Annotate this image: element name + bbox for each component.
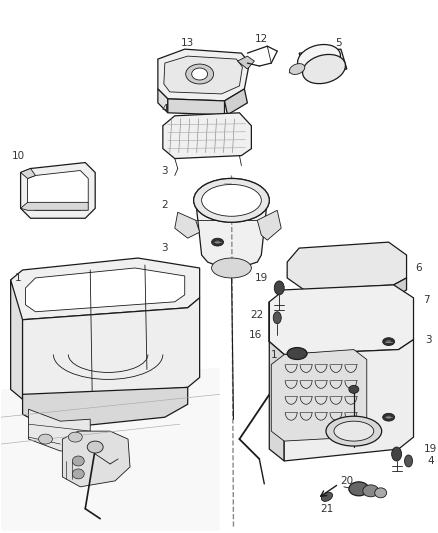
- Text: 22: 22: [251, 310, 264, 320]
- Polygon shape: [284, 340, 413, 461]
- Text: 5: 5: [336, 38, 342, 48]
- Ellipse shape: [201, 184, 261, 216]
- Ellipse shape: [334, 421, 374, 441]
- Polygon shape: [21, 203, 88, 211]
- Text: 4: 4: [162, 104, 168, 114]
- Polygon shape: [23, 298, 200, 399]
- Ellipse shape: [386, 415, 392, 419]
- Ellipse shape: [290, 63, 305, 75]
- Ellipse shape: [215, 240, 221, 244]
- Ellipse shape: [192, 68, 208, 80]
- Ellipse shape: [225, 181, 230, 185]
- Polygon shape: [1, 367, 219, 531]
- Polygon shape: [269, 285, 413, 354]
- Text: 2: 2: [254, 190, 261, 200]
- Polygon shape: [21, 163, 95, 218]
- Ellipse shape: [201, 184, 261, 216]
- Text: 2: 2: [162, 200, 168, 211]
- Polygon shape: [163, 113, 251, 159]
- Text: 6: 6: [415, 263, 422, 273]
- Ellipse shape: [194, 179, 269, 222]
- Ellipse shape: [383, 338, 395, 345]
- Polygon shape: [164, 56, 242, 94]
- Ellipse shape: [87, 441, 103, 453]
- Ellipse shape: [303, 54, 346, 84]
- Ellipse shape: [326, 416, 381, 446]
- Ellipse shape: [274, 281, 284, 295]
- Text: 12: 12: [254, 34, 268, 44]
- Text: 3: 3: [162, 166, 168, 175]
- Polygon shape: [25, 268, 185, 312]
- Ellipse shape: [273, 312, 281, 324]
- Ellipse shape: [349, 482, 369, 496]
- Text: 20: 20: [340, 476, 353, 486]
- Ellipse shape: [72, 469, 84, 479]
- Ellipse shape: [386, 340, 392, 344]
- Polygon shape: [287, 242, 406, 290]
- Polygon shape: [28, 171, 88, 211]
- Ellipse shape: [375, 488, 387, 498]
- Polygon shape: [225, 89, 247, 115]
- Text: 19: 19: [424, 444, 437, 454]
- Polygon shape: [11, 280, 23, 399]
- Ellipse shape: [392, 447, 402, 461]
- Polygon shape: [11, 258, 200, 320]
- Polygon shape: [269, 302, 284, 461]
- Text: 3: 3: [425, 335, 432, 345]
- Ellipse shape: [363, 485, 379, 497]
- Polygon shape: [62, 431, 130, 487]
- Polygon shape: [394, 278, 406, 298]
- Ellipse shape: [72, 456, 84, 466]
- Polygon shape: [158, 89, 168, 113]
- Polygon shape: [258, 211, 281, 240]
- Polygon shape: [175, 212, 200, 238]
- Polygon shape: [299, 49, 347, 73]
- Ellipse shape: [212, 258, 251, 278]
- Polygon shape: [158, 49, 249, 101]
- Ellipse shape: [212, 238, 223, 246]
- Text: 10: 10: [12, 151, 25, 160]
- Polygon shape: [28, 409, 90, 451]
- Text: 1: 1: [15, 273, 22, 283]
- Text: 7: 7: [423, 295, 430, 305]
- Text: 19: 19: [254, 273, 268, 283]
- Ellipse shape: [194, 179, 269, 222]
- Text: 13: 13: [181, 38, 194, 48]
- Ellipse shape: [349, 385, 359, 393]
- Ellipse shape: [383, 413, 395, 421]
- Polygon shape: [168, 99, 225, 115]
- Ellipse shape: [321, 492, 332, 502]
- Text: 4: 4: [427, 456, 434, 466]
- Text: 16: 16: [249, 329, 262, 340]
- Ellipse shape: [222, 180, 233, 187]
- Ellipse shape: [287, 348, 307, 360]
- Ellipse shape: [39, 434, 53, 444]
- Text: 1: 1: [271, 350, 278, 360]
- Ellipse shape: [405, 455, 413, 467]
- Polygon shape: [196, 200, 267, 268]
- Ellipse shape: [297, 44, 340, 74]
- Polygon shape: [271, 350, 367, 441]
- Polygon shape: [21, 168, 35, 179]
- Polygon shape: [237, 56, 254, 69]
- Polygon shape: [23, 387, 188, 429]
- Ellipse shape: [68, 432, 82, 442]
- Text: 3: 3: [162, 243, 168, 253]
- Ellipse shape: [186, 64, 214, 84]
- Text: 21: 21: [320, 504, 334, 514]
